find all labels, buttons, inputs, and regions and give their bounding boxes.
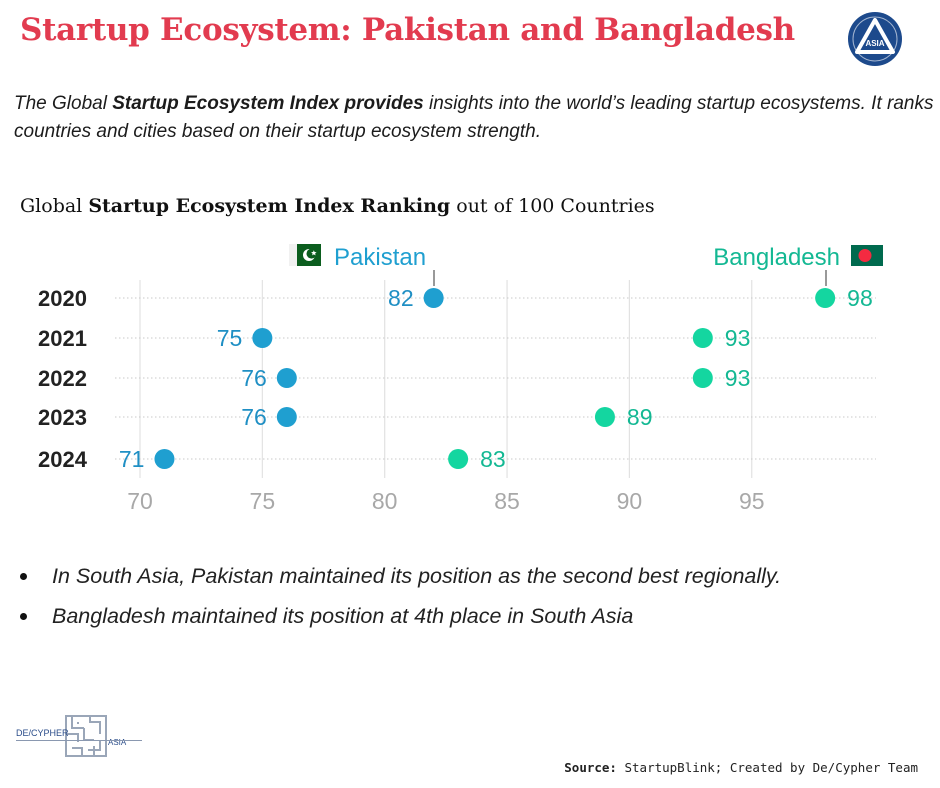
bangladesh-value-2021: 93: [725, 325, 751, 351]
bangladesh-value-2020: 98: [847, 285, 873, 311]
intro-text-2: insights into the world’s leading startu…: [14, 93, 934, 142]
pakistan-dot-2022: [276, 368, 297, 388]
insight-text: Bangladesh maintained its position at 4t…: [52, 603, 634, 628]
insight-list: In South Asia, Pakistan maintained its p…: [18, 556, 781, 636]
bangladesh-value-2023: 89: [627, 404, 653, 430]
x-tick-70: 70: [127, 488, 153, 514]
legend: Pakistan Bangladesh: [289, 244, 883, 286]
x-tick-85: 85: [494, 488, 520, 514]
brand-suffix: ASIA: [108, 738, 127, 747]
x-axis-ticks: 70 75 80 85 90 95: [127, 488, 764, 514]
pakistan-dot-2020: [423, 288, 444, 308]
source-note: Source: StartupBlink; Created by De/Cyph…: [564, 760, 918, 775]
insight-item: In South Asia, Pakistan maintained its p…: [18, 556, 781, 596]
intro-paragraph: The Global Startup Ecosystem Index provi…: [14, 90, 934, 146]
maze-logo-icon: [65, 715, 107, 757]
pakistan-flag-icon: [289, 244, 321, 266]
dumbbell-bars: [164, 292, 826, 465]
chart-title-text-2: out of 100 Countries: [450, 195, 655, 217]
bangladesh-value-2022: 93: [725, 365, 751, 391]
source-label: Source:: [564, 760, 617, 775]
year-label-2023: 2023: [38, 405, 87, 430]
brand-underline: [16, 740, 142, 741]
x-tick-80: 80: [372, 488, 398, 514]
intro-text-bold: Startup Ecosystem Index provides: [112, 93, 424, 114]
year-label-2020: 2020: [38, 286, 87, 311]
logo-text: ASIA: [865, 39, 884, 48]
x-tick-95: 95: [739, 488, 765, 514]
year-label-2021: 2021: [38, 326, 87, 351]
pakistan-dot-2021: [252, 328, 273, 348]
pakistan-dot-2024: [154, 449, 175, 469]
dumbbell-chart: Pakistan Bangladesh 82 98 75 93 76 93 76 89 71 83…: [38, 244, 883, 514]
insight-item: Bangladesh maintained its position at 4t…: [18, 596, 781, 636]
bangladesh-dot-2020: [815, 288, 836, 308]
pakistan-value-2023: 76: [241, 404, 267, 430]
pakistan-dot-2023: [276, 407, 297, 427]
chart-title: Global Startup Ecosystem Index Ranking o…: [20, 195, 655, 217]
pakistan-value-2021: 75: [217, 325, 243, 351]
chart-title-text-1: Global: [20, 195, 89, 217]
pakistan-value-2024: 71: [119, 446, 145, 472]
bangladesh-dot-2024: [448, 449, 469, 469]
decypher-brand: DE/CYPHER ASIA: [16, 714, 146, 762]
chart-title-bold: Startup Ecosystem Index Ranking: [88, 195, 451, 217]
bullet-dot: [20, 572, 27, 580]
pakistan-value-2022: 76: [241, 365, 267, 391]
bangladesh-dot-2023: [594, 407, 615, 427]
bangladesh-dot-2022: [692, 368, 713, 388]
year-label-2024: 2024: [38, 447, 88, 472]
page-title: Startup Ecosystem: Pakistan and Banglade…: [20, 12, 795, 48]
dumbbell-dots: [154, 288, 836, 469]
legend-pakistan: Pakistan: [334, 244, 426, 271]
asia-logo: ASIA: [848, 12, 902, 66]
x-tick-75: 75: [250, 488, 276, 514]
brand-name: DE/CYPHER: [16, 728, 69, 738]
source-text: StartupBlink; Created by De/Cypher Team: [616, 760, 918, 775]
intro-text-1: The Global: [14, 93, 113, 114]
x-tick-90: 90: [617, 488, 643, 514]
pakistan-value-2020: 82: [388, 285, 414, 311]
bullet-dot: [20, 612, 27, 620]
insight-text: In South Asia, Pakistan maintained its p…: [52, 563, 782, 588]
bangladesh-dot-2021: [692, 328, 713, 348]
legend-bangladesh: Bangladesh: [713, 244, 840, 271]
year-labels: 2020 2021 2022 2023 2024: [38, 286, 88, 472]
bangladesh-value-2024: 83: [480, 446, 506, 472]
bangladesh-flag-icon: [851, 245, 883, 266]
value-labels: 82 98 75 93 76 93 76 89 71 83: [119, 285, 873, 472]
year-label-2022: 2022: [38, 366, 87, 391]
